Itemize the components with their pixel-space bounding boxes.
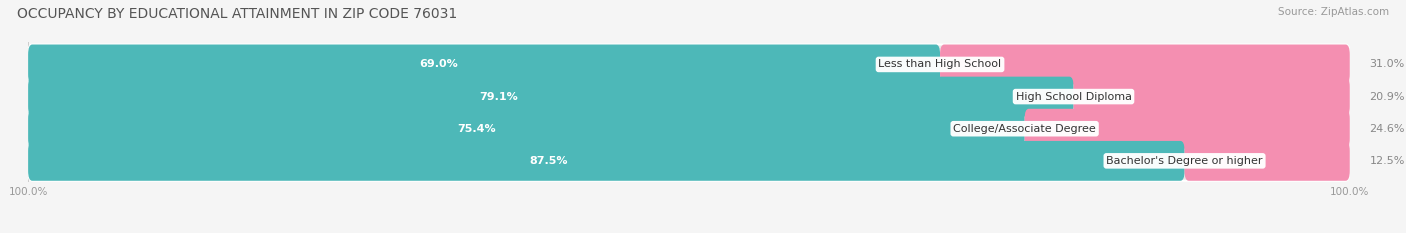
Text: 12.5%: 12.5%	[1369, 156, 1405, 166]
FancyBboxPatch shape	[28, 141, 1350, 181]
FancyBboxPatch shape	[1185, 141, 1350, 181]
FancyBboxPatch shape	[941, 45, 1350, 84]
FancyBboxPatch shape	[28, 77, 1350, 116]
Text: High School Diploma: High School Diploma	[1015, 92, 1132, 102]
Text: Less than High School: Less than High School	[879, 59, 1001, 69]
Text: Source: ZipAtlas.com: Source: ZipAtlas.com	[1278, 7, 1389, 17]
Text: OCCUPANCY BY EDUCATIONAL ATTAINMENT IN ZIP CODE 76031: OCCUPANCY BY EDUCATIONAL ATTAINMENT IN Z…	[17, 7, 457, 21]
Text: Bachelor's Degree or higher: Bachelor's Degree or higher	[1107, 156, 1263, 166]
FancyBboxPatch shape	[28, 45, 1350, 84]
Text: College/Associate Degree: College/Associate Degree	[953, 124, 1097, 134]
Text: 69.0%: 69.0%	[419, 59, 458, 69]
FancyBboxPatch shape	[1074, 77, 1350, 116]
Text: 31.0%: 31.0%	[1369, 59, 1405, 69]
FancyBboxPatch shape	[28, 77, 1074, 116]
Text: 24.6%: 24.6%	[1369, 124, 1405, 134]
Text: 75.4%: 75.4%	[457, 124, 496, 134]
FancyBboxPatch shape	[28, 141, 1185, 181]
FancyBboxPatch shape	[28, 109, 1350, 149]
FancyBboxPatch shape	[1025, 109, 1350, 149]
FancyBboxPatch shape	[28, 109, 1025, 149]
FancyBboxPatch shape	[28, 45, 941, 84]
Text: 20.9%: 20.9%	[1369, 92, 1405, 102]
Text: 79.1%: 79.1%	[479, 92, 517, 102]
Text: 87.5%: 87.5%	[529, 156, 568, 166]
